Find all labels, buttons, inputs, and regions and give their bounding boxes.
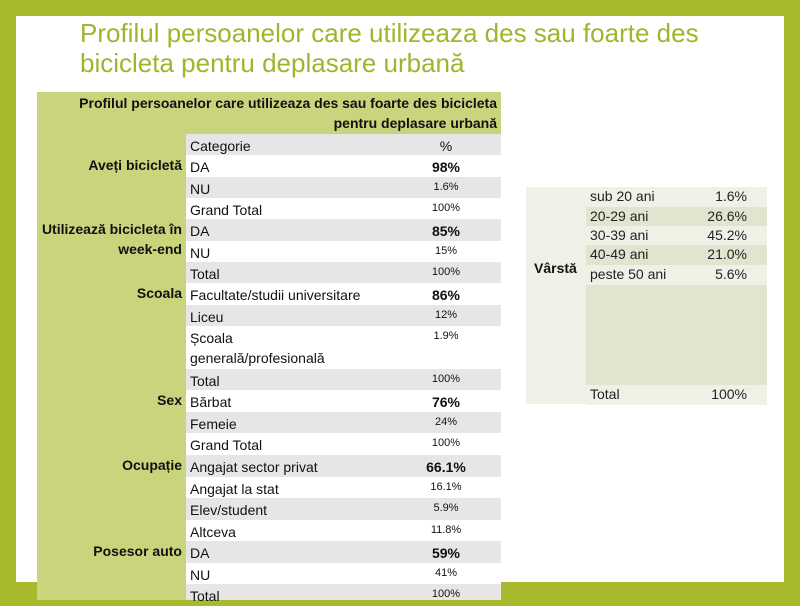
table-row: DA 59% — [186, 541, 501, 563]
row-category: Liceu — [190, 309, 224, 325]
row-category: Total — [190, 373, 220, 389]
row-category: DA — [190, 159, 210, 175]
row-category: Angajat la stat — [190, 481, 279, 497]
table-row: NU 1.6% — [186, 177, 501, 198]
row-category: NU — [190, 245, 211, 261]
age-percent: 21.0% — [707, 246, 747, 262]
row-percent: 1.9% — [433, 330, 459, 342]
age-label: Vârstă — [534, 260, 577, 276]
row-percent: 100% — [431, 373, 461, 385]
row-percent: 100% — [431, 588, 461, 600]
row-percent: 5.9% — [433, 502, 459, 514]
group-label-weekend: Utilizează bicicleta în week-end — [41, 221, 182, 257]
group-label-occupation: Ocupație — [122, 457, 182, 473]
total-label: Total — [590, 386, 620, 402]
row-percent: 66.1% — [426, 459, 466, 475]
age-percent: 1.6% — [715, 188, 747, 204]
table-row: Total 100% — [186, 584, 501, 604]
table-row: Școala generală/profesională 1.9% — [186, 326, 501, 369]
profile-table: Profilul persoanelor care utilizeaza des… — [37, 92, 501, 604]
age-range: 20-29 ani — [590, 208, 649, 224]
row-percent: 98% — [431, 159, 461, 175]
row-percent: 86% — [431, 287, 461, 303]
total-percent: 100% — [711, 386, 747, 402]
row-category: Elev/student — [190, 502, 268, 518]
table-row: DA 98% — [186, 155, 501, 177]
table-row: Angajat sector privat 66.1% — [186, 455, 501, 477]
row-percent: 100% — [431, 202, 461, 214]
table-row: Liceu 12% — [186, 305, 501, 326]
row-category: Grand Total — [190, 202, 263, 218]
row-category: Total — [190, 588, 220, 604]
row-percent: 12% — [434, 309, 458, 321]
age-table: Vârstă sub 20 ani 1.6% 20-29 ani 26.6% 3… — [526, 187, 767, 405]
age-percent: 26.6% — [707, 208, 747, 224]
table-row: Altceva 11.8% — [186, 520, 501, 541]
row-percent: 100% — [431, 437, 461, 449]
percent-header: % — [439, 138, 453, 154]
table-row: NU 41% — [186, 563, 501, 584]
row-percent: 11.8% — [430, 524, 462, 536]
empty-filler — [586, 285, 767, 385]
row-category: NU — [190, 181, 211, 197]
list-item: sub 20 ani 1.6% — [586, 187, 767, 207]
group-label-column — [37, 134, 186, 600]
row-category: Femeie — [190, 416, 237, 432]
list-item: 30-39 ani 45.2% — [586, 226, 767, 246]
row-percent: 1.6% — [433, 181, 459, 193]
table-row: NU 15% — [186, 241, 501, 262]
row-category: Altceva — [190, 524, 236, 540]
table-row: Categorie % — [186, 134, 501, 155]
row-category: Total — [190, 266, 220, 282]
row-percent: 15% — [434, 245, 458, 257]
row-category: Facultate/studii universitare — [190, 287, 361, 303]
row-percent: 59% — [431, 545, 461, 561]
table-row: DA 85% — [186, 219, 501, 241]
row-percent: 24% — [434, 416, 458, 428]
row-category: Școala generală/profesională — [190, 330, 325, 366]
list-item: peste 50 ani 5.6% — [586, 265, 767, 285]
group-label-bicycle: Aveți bicicletă — [88, 157, 182, 173]
table-row: Bărbat 76% — [186, 390, 501, 412]
table-row: Total 100% — [186, 262, 501, 283]
row-percent: 16.1% — [430, 481, 462, 493]
table-row: Angajat la stat 16.1% — [186, 477, 501, 498]
age-percent: 5.6% — [715, 266, 747, 282]
list-item: 40-49 ani 21.0% — [586, 245, 767, 265]
age-percent: 45.2% — [707, 227, 747, 243]
age-range: 40-49 ani — [590, 246, 649, 262]
category-header: Categorie — [190, 138, 251, 154]
group-label-school: Scoala — [136, 285, 182, 301]
row-percent: 85% — [431, 223, 461, 239]
row-category: Bărbat — [190, 394, 232, 410]
row-category: Grand Total — [190, 437, 263, 453]
table-row: Grand Total 100% — [186, 433, 501, 455]
table-row: Femeie 24% — [186, 412, 501, 433]
row-percent: 76% — [431, 394, 461, 410]
row-percent: 100% — [431, 266, 461, 278]
table-row: Total 100% — [186, 369, 501, 390]
age-range: sub 20 ani — [590, 188, 655, 204]
table-row: Elev/student 5.9% — [186, 498, 501, 520]
group-label-car-owner: Posesor auto — [93, 543, 182, 559]
row-category: Angajat sector privat — [190, 459, 318, 475]
row-category: DA — [190, 223, 210, 239]
row-category: DA — [190, 545, 210, 561]
row-percent: 41% — [434, 567, 458, 579]
age-range: peste 50 ani — [590, 266, 667, 282]
total-row: Total 100% — [586, 385, 767, 405]
table-row: Grand Total 100% — [186, 198, 501, 219]
slide-title: Profilul persoanelor care utilizeaza des… — [80, 18, 699, 78]
row-category: NU — [190, 567, 211, 583]
table-header: Profilul persoanelor care utilizeaza des… — [37, 92, 501, 134]
group-label-sex: Sex — [157, 392, 182, 408]
table-row: Facultate/studii universitare 86% — [186, 283, 501, 305]
list-item: 20-29 ani 26.6% — [586, 207, 767, 227]
age-range: 30-39 ani — [590, 227, 649, 243]
